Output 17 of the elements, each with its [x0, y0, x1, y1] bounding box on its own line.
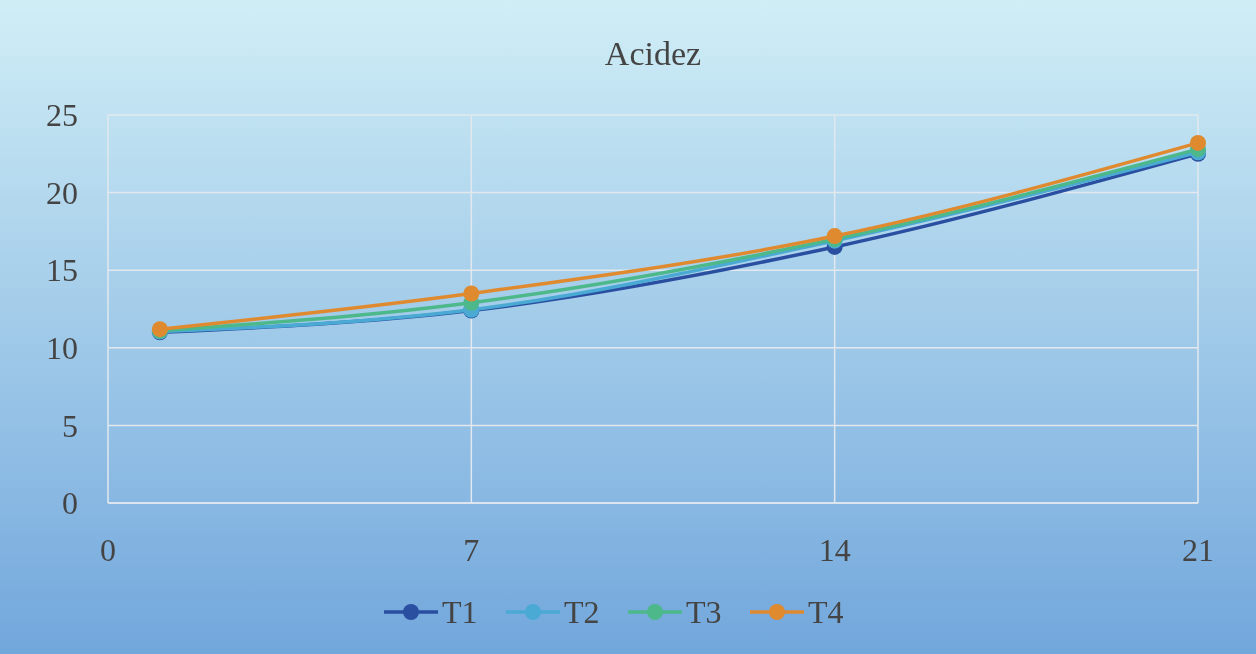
legend-label: T3	[686, 594, 722, 631]
y-tick-label: 5	[62, 407, 78, 444]
legend-label: T4	[808, 594, 844, 631]
x-tick-label: 21	[1182, 532, 1214, 568]
point	[1190, 134, 1206, 151]
x-tick-label: 7	[463, 532, 480, 568]
y-tick-label: 10	[46, 330, 78, 366]
point	[463, 285, 480, 302]
x-tick-label: 14	[818, 532, 851, 568]
legend-label: T2	[564, 594, 600, 631]
y-tick-label: 15	[46, 252, 78, 289]
y-tick-label: 0	[62, 485, 78, 522]
chart-title: Acidez	[604, 35, 702, 72]
x-tick-label: 0	[100, 532, 116, 568]
y-tick-label: 25	[46, 97, 78, 134]
legend-label: T1	[442, 594, 478, 631]
y-tick-label: 20	[46, 174, 78, 211]
